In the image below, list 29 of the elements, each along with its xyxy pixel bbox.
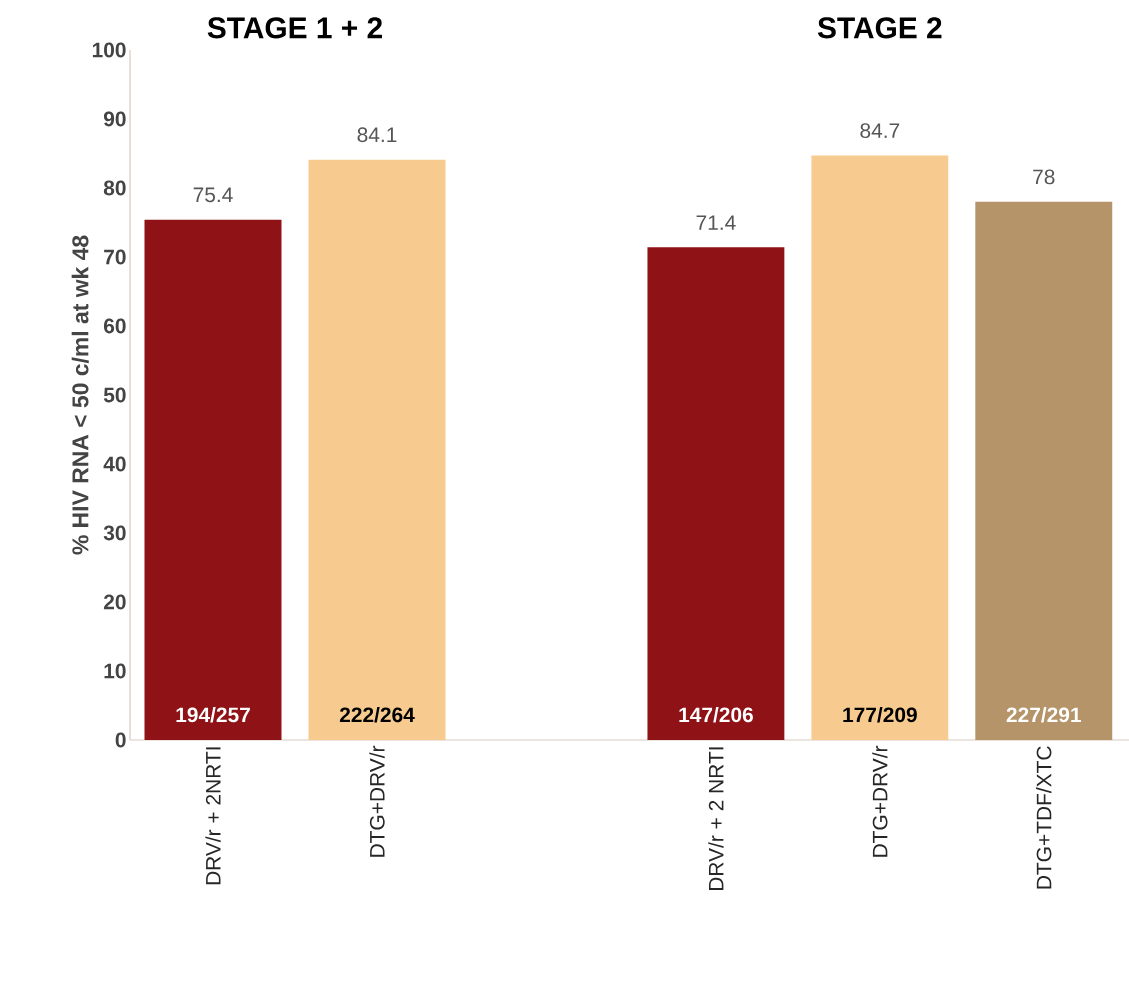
y-tick-label: 10	[104, 663, 126, 679]
y-tick-label: 40	[103, 456, 126, 472]
y-tick-label: 50	[103, 387, 126, 403]
y-axis-title: % HIV RNA < 50 c/ml at wk 48	[71, 235, 89, 555]
annotation: 222/264	[339, 706, 415, 723]
y-tick-label: 0	[115, 732, 126, 748]
y-tick-label: 90	[103, 111, 126, 127]
chart-title: STAGE 2	[817, 17, 942, 39]
x-tick-label: DTG+TDF/XTC	[1036, 746, 1052, 889]
y-tick-label: 30	[103, 525, 126, 541]
annotation: 194/257	[176, 706, 250, 723]
y-tick-label: 80	[103, 180, 126, 196]
y-tick-label: 60	[103, 318, 126, 334]
x-tick-label: DRV/r + 2 NRTI	[708, 747, 724, 891]
x-tick-label: DTG+DRV/r	[872, 745, 888, 857]
y-tick-label: 100	[92, 42, 126, 58]
data-label: 71.4	[696, 215, 736, 230]
data-label: 84.1	[357, 127, 397, 143]
data-label: 78	[1033, 169, 1055, 185]
data-label: 75.4	[193, 187, 233, 203]
annotation: 227/291	[1006, 706, 1081, 723]
annotation: 147/206	[679, 706, 753, 723]
data-label: 84.7	[860, 123, 900, 139]
x-tick-label: DRV/r + 2NRTI	[205, 747, 221, 885]
y-tick-label: 20	[103, 594, 126, 610]
x-tick-label: DTG+DRV/r	[369, 745, 385, 857]
annotation: 177/209	[843, 706, 917, 723]
chart-title: STAGE 1 + 2	[207, 17, 382, 39]
y-tick-label: 70	[104, 249, 126, 265]
